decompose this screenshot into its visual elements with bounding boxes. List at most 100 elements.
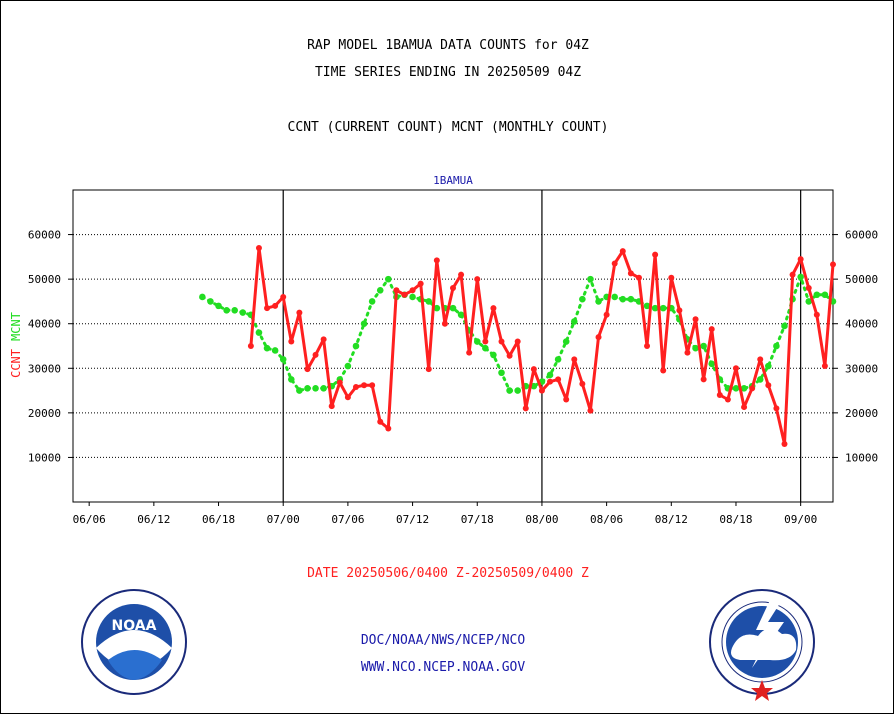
date-range: DATE 20250506/0400 Z-20250509/0400 Z — [307, 566, 589, 581]
title-line-1: RAP MODEL 1BAMUA DATA COUNTS for 04Z — [307, 38, 589, 53]
point-ccnt — [385, 425, 392, 432]
point-mcnt — [473, 338, 481, 345]
point-ccnt — [247, 343, 254, 349]
ytick-label-right: 10000 — [845, 451, 878, 464]
point-ccnt — [474, 276, 481, 283]
ytick-label-left: 50000 — [28, 273, 61, 286]
point-mcnt — [611, 293, 619, 301]
point-ccnt — [644, 343, 651, 349]
point-mcnt — [821, 291, 829, 299]
y-ticks: 10000 10000 20000 20000 30000 30000 40000 40000… — [28, 229, 878, 465]
xtick-label: 06/18 — [202, 513, 235, 526]
point-mcnt — [223, 307, 230, 314]
point-ccnt — [692, 316, 699, 323]
point-mcnt — [756, 376, 764, 383]
point-ccnt — [627, 270, 634, 277]
point-mcnt — [506, 387, 513, 394]
point-mcnt — [271, 347, 279, 354]
xtick-label: 08/18 — [719, 513, 752, 526]
point-mcnt — [433, 304, 441, 312]
point-ccnt — [514, 338, 521, 345]
point-mcnt — [409, 293, 416, 301]
day-boundaries — [282, 190, 802, 502]
point-mcnt — [587, 275, 594, 283]
point-mcnt — [490, 351, 497, 359]
point-ccnt — [344, 394, 351, 401]
point-mcnt — [231, 307, 239, 314]
point-mcnt — [579, 295, 586, 303]
point-mcnt — [199, 293, 206, 301]
point-ccnt — [676, 307, 683, 314]
x-ticks: 06/06 06/12 06/18 07/00 07/06 07/12 07/18 08/00… — [73, 502, 817, 526]
xtick-label: 06/06 — [73, 513, 106, 526]
point-mcnt — [296, 387, 303, 394]
point-ccnt — [563, 396, 570, 403]
star-icon — [751, 680, 773, 701]
point-ccnt — [797, 256, 804, 263]
point-mcnt — [368, 298, 376, 305]
xtick-label: 08/12 — [655, 513, 688, 526]
point-ccnt — [652, 251, 659, 258]
point-mcnt — [207, 298, 214, 305]
point-ccnt — [482, 338, 489, 345]
point-ccnt — [579, 380, 586, 387]
point-ccnt — [393, 287, 400, 294]
xtick-label: 07/18 — [461, 513, 494, 526]
ytick-label-left: 20000 — [28, 407, 61, 420]
point-mcnt — [708, 360, 716, 368]
point-ccnt — [700, 376, 707, 383]
ytick-label-left: 60000 — [28, 229, 61, 242]
point-ccnt — [522, 405, 529, 412]
point-ccnt — [684, 349, 691, 356]
point-ccnt — [619, 248, 626, 255]
point-ccnt — [304, 366, 311, 373]
point-mcnt — [263, 344, 271, 352]
noaa-logo-text: NOAA — [112, 618, 157, 634]
grid-layer — [73, 234, 833, 458]
point-mcnt — [781, 322, 788, 330]
point-ccnt — [506, 352, 513, 359]
point-mcnt — [457, 311, 465, 319]
point-mcnt — [425, 298, 433, 305]
xtick-label: 06/12 — [137, 513, 170, 526]
ylabel-group: CCNT MCNT — [9, 312, 23, 378]
point-ccnt — [668, 274, 675, 281]
point-ccnt — [708, 326, 715, 333]
ytick-label-left: 10000 — [28, 451, 61, 464]
point-ccnt — [547, 378, 554, 385]
point-mcnt — [797, 273, 804, 281]
ytick-label-right: 30000 — [845, 362, 878, 375]
point-ccnt — [498, 338, 505, 345]
point-ccnt — [490, 305, 497, 312]
point-ccnt — [417, 280, 424, 287]
ytick-label-left: 40000 — [28, 318, 61, 331]
ytick-label-left: 30000 — [28, 362, 61, 375]
point-mcnt — [360, 320, 368, 328]
point-ccnt — [264, 305, 271, 312]
point-mcnt — [498, 369, 505, 377]
point-ccnt — [724, 396, 731, 403]
xtick-label: 09/00 — [784, 513, 817, 526]
point-ccnt — [765, 382, 772, 389]
point-mcnt — [215, 302, 222, 310]
plot-border — [72, 189, 834, 503]
point-ccnt — [296, 309, 303, 316]
xtick-label: 07/00 — [267, 513, 300, 526]
point-ccnt — [401, 291, 408, 298]
point-ccnt — [450, 285, 456, 292]
point-ccnt — [280, 293, 287, 300]
point-ccnt — [773, 405, 780, 412]
point-ccnt — [466, 349, 473, 356]
point-mcnt — [773, 342, 780, 350]
point-mcnt — [554, 356, 562, 363]
nws-logo — [709, 589, 815, 701]
ylabel-ccnt: CCNT — [9, 349, 23, 378]
point-mcnt — [805, 298, 813, 305]
point-ccnt — [757, 356, 764, 363]
point-mcnt — [344, 362, 352, 370]
subtitle: CCNT (CURRENT COUNT) MCNT (MONTHLY COUNT… — [287, 120, 609, 135]
point-ccnt — [425, 366, 432, 373]
point-mcnt — [279, 356, 287, 363]
